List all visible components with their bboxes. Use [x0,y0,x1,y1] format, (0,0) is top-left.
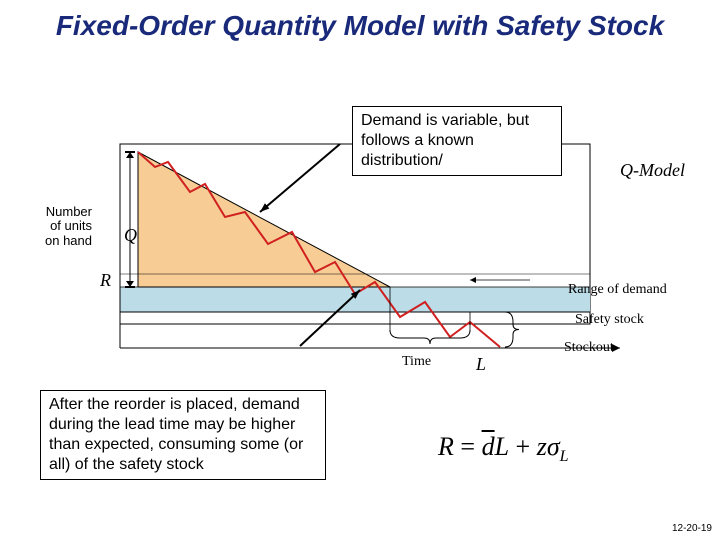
safety-stock-label: Safety stock [575,312,644,328]
time-axis-label: Time [402,354,431,370]
page-title: Fixed-Order Quantity Model with Safety S… [0,0,720,46]
r-axis-label: R [100,270,111,291]
l-axis-label: L [476,354,486,375]
callout-demand-variable: Demand is variable, but follows a known … [352,106,562,176]
range-of-demand-label: Range of demand [568,282,667,298]
page-number: 12-20-19 [672,523,712,534]
reorder-point-formula: R = dL + zσL [438,432,569,466]
q-model-label: Q-Model [620,160,685,181]
q-axis-label: Q [124,225,137,246]
callout-lead-time: After the reorder is placed, demand duri… [40,390,326,480]
stockout-label: Stockout [564,340,614,356]
